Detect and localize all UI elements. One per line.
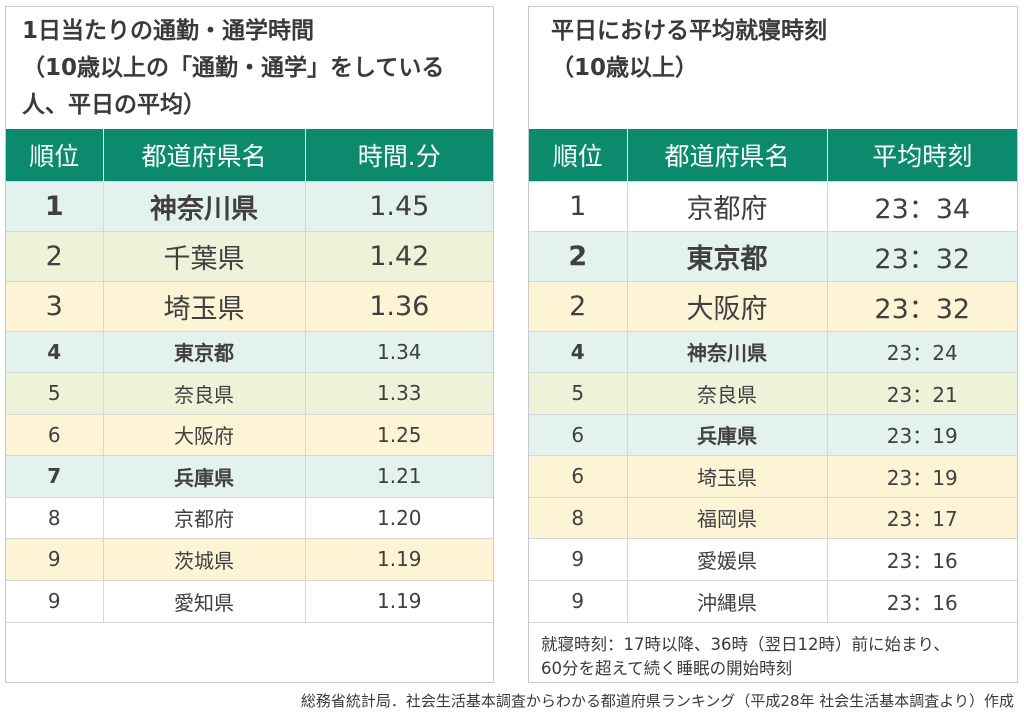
header-rank: 順位 [529, 129, 628, 181]
value-cell: 23：17 [827, 496, 1017, 539]
value-cell: 23：32 [827, 230, 1017, 281]
rank-cell: 2 [6, 230, 104, 281]
prefecture-cell: 兵庫県 [103, 455, 306, 497]
value-cell: 1.36 [305, 280, 493, 331]
rank-cell: 9 [6, 538, 104, 580]
table-row: 5 奈良県 1.33 [6, 372, 493, 414]
value-cell: 1.33 [305, 372, 493, 414]
commute-ranking-table: 順位 都道府県名 時間.分 1 神奈川県 1.45 2 千葉県 1.42 3 埼… [6, 129, 493, 622]
rank-cell: 9 [529, 538, 628, 580]
rank-cell: 3 [6, 280, 104, 331]
value-cell: 23：19 [827, 455, 1017, 497]
header-prefecture: 都道府県名 [627, 129, 828, 181]
value-cell: 23：24 [827, 330, 1017, 373]
source-citation: 総務省統計局．社会生活基本調査からわかる都道府県ランキング（平成28年 社会生活… [300, 692, 1014, 710]
table-row: 5 奈良県 23：21 [529, 372, 1017, 414]
prefecture-cell: 大阪府 [627, 280, 828, 331]
table-row: 8 京都府 1.20 [6, 496, 493, 539]
value-cell: 23：21 [827, 372, 1017, 414]
table-row: 1 神奈川県 1.45 [6, 180, 493, 231]
table-row: 8 福岡県 23：17 [529, 496, 1017, 539]
prefecture-cell: 東京都 [627, 230, 828, 281]
prefecture-cell: 埼玉県 [103, 280, 306, 331]
value-cell: 1.21 [305, 455, 493, 497]
rank-cell: 2 [529, 280, 628, 331]
table-row: 9 茨城県 1.19 [6, 538, 493, 580]
value-cell: 1.19 [305, 538, 493, 580]
header-time: 時間.分 [357, 141, 441, 171]
prefecture-cell: 奈良県 [103, 372, 306, 414]
bedtime-table-title: 平日における平均就寝時刻 （10歳以上） [551, 18, 827, 81]
rank-cell: 5 [6, 372, 104, 414]
rank-cell: 6 [529, 413, 628, 456]
commute-time-panel: 1日当たりの通勤・通学時間 （10歳以上の「通勤・通学」をしている人、平日の平均… [5, 6, 494, 683]
value-cell: 1.42 [305, 230, 493, 281]
prefecture-cell: 千葉県 [103, 230, 306, 281]
value-cell: 1.45 [305, 180, 493, 231]
prefecture-cell: 神奈川県 [103, 180, 306, 231]
table-row: 4 東京都 1.34 [6, 330, 493, 373]
value-cell: 1.25 [305, 413, 493, 456]
table-row: 9 沖縄県 23：16 [529, 579, 1017, 622]
table-row: 9 愛媛県 23：16 [529, 538, 1017, 580]
prefecture-cell: 奈良県 [627, 372, 828, 414]
value-cell: 23：34 [827, 180, 1017, 231]
rank-cell: 8 [529, 496, 628, 539]
rank-cell: 4 [529, 330, 628, 373]
header-prefecture: 都道府県名 [103, 129, 306, 181]
table-row: 1 京都府 23：34 [529, 180, 1017, 231]
rank-cell: 8 [6, 496, 104, 539]
rank-cell: 6 [529, 455, 628, 497]
rank-cell: 9 [529, 579, 628, 622]
prefecture-cell: 愛知県 [103, 579, 306, 622]
table-row: 9 愛知県 1.19 [6, 579, 493, 622]
value-cell: 1.20 [305, 496, 493, 539]
prefecture-cell: 京都府 [627, 180, 828, 231]
rank-cell: 2 [529, 230, 628, 281]
table-row: 2 大阪府 23：32 [529, 280, 1017, 331]
header-average-time: 平均時刻 [872, 141, 973, 171]
bedtime-panel: 平日における平均就寝時刻 （10歳以上） 順位 都道府県名 平均時刻 1 京都府… [528, 6, 1018, 683]
prefecture-cell: 沖縄県 [627, 579, 828, 622]
table-row: 4 神奈川県 23：24 [529, 330, 1017, 373]
value-cell: 23：16 [827, 538, 1017, 580]
prefecture-cell: 福岡県 [627, 496, 828, 539]
rank-cell: 9 [6, 579, 104, 622]
prefecture-cell: 埼玉県 [627, 455, 828, 497]
table-row: 3 埼玉県 1.36 [6, 280, 493, 331]
header-rank: 順位 [6, 129, 104, 181]
prefecture-cell: 兵庫県 [627, 413, 828, 456]
bedtime-ranking-table: 順位 都道府県名 平均時刻 1 京都府 23：34 2 東京都 23：32 2 … [529, 129, 1017, 622]
prefecture-cell: 茨城県 [103, 538, 306, 580]
prefecture-cell: 大阪府 [103, 413, 306, 456]
bedtime-definition-note: 就寝時刻：17時以降、36時（翌日12時）前に始まり、 60分を超えて続く睡眠の… [529, 621, 1017, 681]
table-row: 6 埼玉県 23：19 [529, 455, 1017, 497]
prefecture-cell: 京都府 [103, 496, 306, 539]
rank-cell: 5 [529, 372, 628, 414]
table-row: 6 兵庫県 23：19 [529, 413, 1017, 456]
table-row: 2 千葉県 1.42 [6, 230, 493, 281]
rank-cell: 6 [6, 413, 104, 456]
table-row: 6 大阪府 1.25 [6, 413, 493, 456]
table-header-row: 順位 都道府県名 時間.分 [6, 129, 493, 181]
table-row: 2 東京都 23：32 [529, 230, 1017, 281]
value-cell: 23：32 [827, 280, 1017, 331]
prefecture-cell: 東京都 [103, 330, 306, 373]
prefecture-cell: 神奈川県 [627, 330, 828, 373]
rank-cell: 1 [6, 180, 104, 231]
table-bottom-border [6, 621, 493, 623]
value-cell: 23：19 [827, 413, 1017, 456]
rank-cell: 4 [6, 330, 104, 373]
rank-cell: 7 [6, 455, 104, 497]
table-row: 7 兵庫県 1.21 [6, 455, 493, 497]
value-cell: 23：16 [827, 579, 1017, 622]
value-cell: 1.19 [305, 579, 493, 622]
prefecture-cell: 愛媛県 [627, 538, 828, 580]
rank-cell: 1 [529, 180, 628, 231]
table-header-row: 順位 都道府県名 平均時刻 [529, 129, 1017, 181]
value-cell: 1.34 [305, 330, 493, 373]
commute-table-title: 1日当たりの通勤・通学時間 （10歳以上の「通勤・通学」をしている人、平日の平均… [22, 18, 445, 118]
